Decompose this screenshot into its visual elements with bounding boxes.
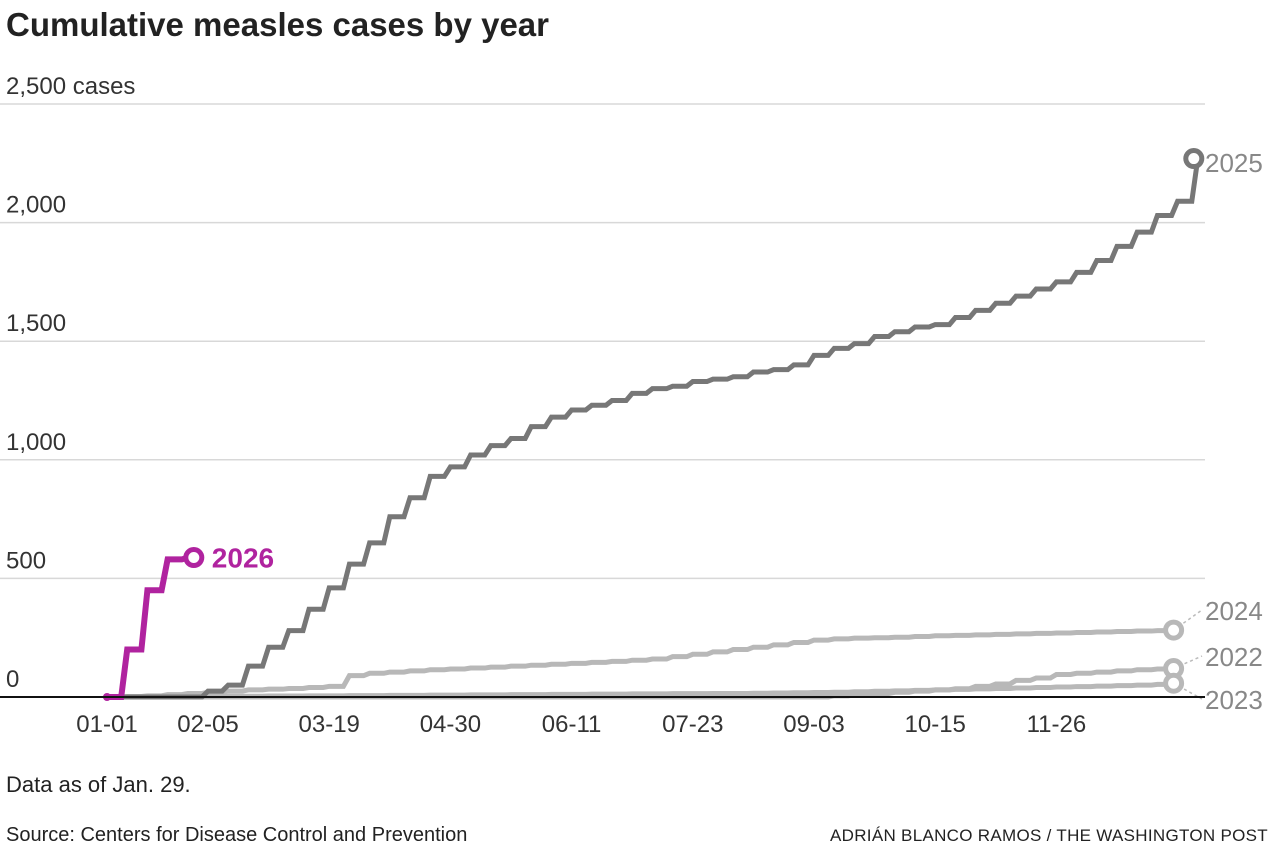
- series-end-marker-2023: [1163, 672, 1185, 694]
- data-note: Data as of Jan. 29.: [6, 772, 191, 797]
- x-tick-label: 02-05: [177, 711, 238, 738]
- series-line-2026: [107, 554, 189, 700]
- source-note: Source: Centers for Disease Control and …: [6, 824, 468, 846]
- x-tick-label: 11-26: [1027, 711, 1087, 738]
- series-label-2024: 2024: [1205, 596, 1263, 626]
- x-tick-label: 07-23: [662, 711, 723, 738]
- series-label-2026: 2026: [212, 543, 274, 574]
- series-end-marker-2026: [183, 547, 205, 569]
- series-end-marker-2024: [1163, 619, 1185, 641]
- x-tick-label: 03-19: [299, 711, 360, 738]
- y-tick-label: 1,000: [6, 429, 66, 456]
- y-tick-label: 1,500: [6, 310, 66, 337]
- series-label-2022: 2022: [1205, 642, 1263, 672]
- series-line-2024: [107, 627, 1178, 700]
- x-tick-label: 01-01: [76, 711, 137, 738]
- y-tick-label: 0: [6, 666, 19, 693]
- x-tick-label: 10-15: [905, 711, 966, 738]
- x-tick-label: 04-30: [420, 711, 481, 738]
- series-label-2023: 2023: [1205, 685, 1263, 715]
- leader-line-2022: [1173, 655, 1203, 670]
- series-end-marker-2025: [1183, 148, 1205, 170]
- x-tick-label: 09-03: [783, 711, 844, 738]
- y-tick-label: 2,500 cases: [6, 73, 135, 100]
- chart-title: Cumulative measles cases by year: [6, 6, 550, 43]
- y-tick-label: 500: [6, 547, 46, 574]
- series-label-2025: 2025: [1205, 148, 1263, 178]
- series-line-2025: [107, 158, 1201, 700]
- y-tick-label: 2,000: [6, 192, 66, 219]
- x-tick-label: 06-11: [542, 711, 602, 738]
- credit-line: ADRIÁN BLANCO RAMOS / THE WASHINGTON POS…: [830, 826, 1268, 845]
